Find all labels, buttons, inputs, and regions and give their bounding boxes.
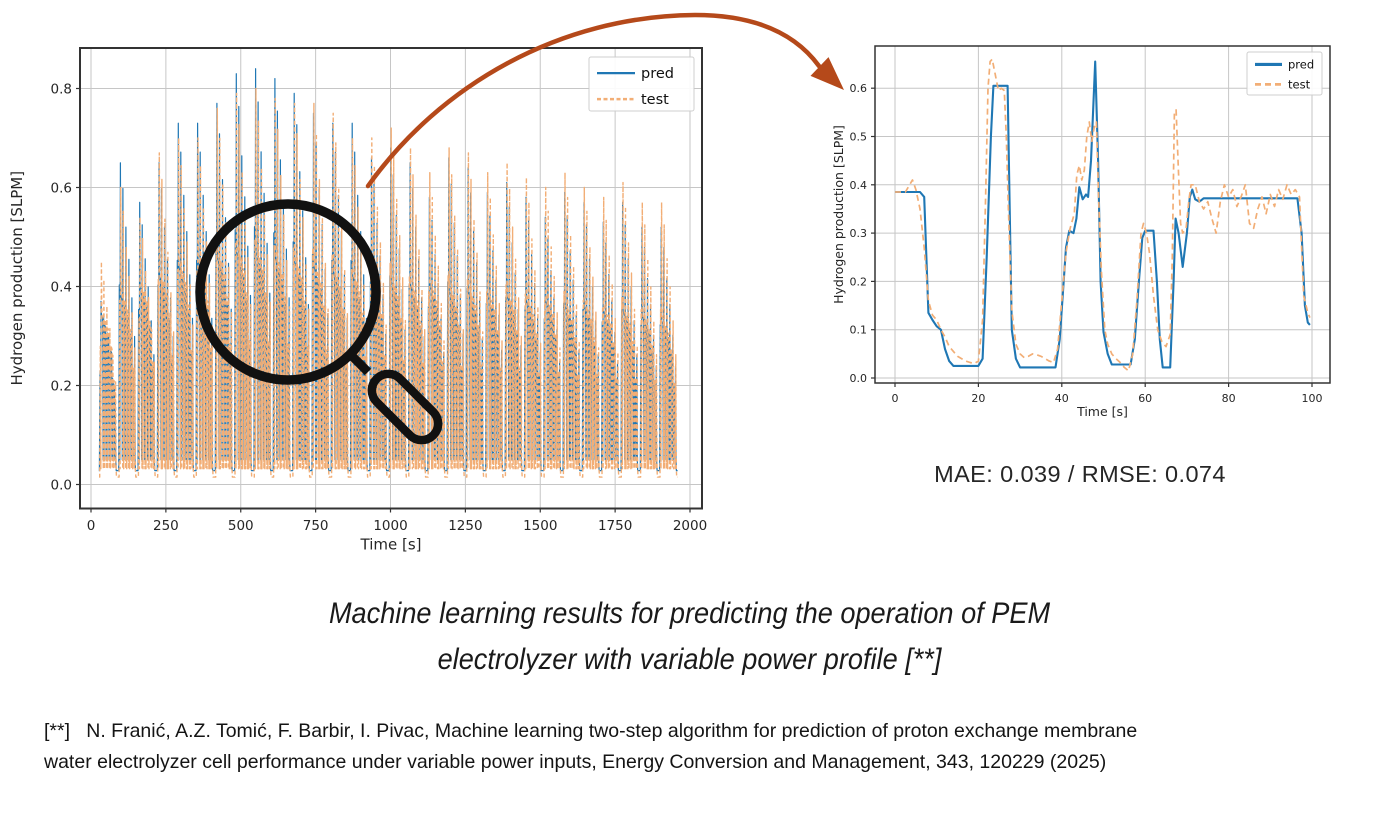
left-chart-xtick: 250: [153, 518, 179, 534]
right-chart-xlabel: Time [s]: [1076, 404, 1128, 419]
left-chart: 0 250 500 750 1000 1250 1500 1750 2000 0.0 0.2 0.4 0…: [8, 47, 708, 554]
left-chart-ytick: 0.2: [51, 378, 72, 394]
left-chart-ylabel: Hydrogen production [SLPM]: [8, 171, 26, 386]
magnifier-neck: [346, 350, 372, 376]
right-chart-xtick: 60: [1138, 392, 1152, 405]
left-chart-series-test: [98, 87, 678, 478]
left-chart-xtick: 0: [87, 518, 96, 534]
right-chart-xtick: 20: [971, 392, 985, 405]
left-chart-xtick: 1250: [448, 518, 482, 534]
right-chart-ytick: 0.0: [850, 372, 868, 385]
left-chart-ytick: 0.4: [51, 279, 72, 295]
left-chart-ytick: 0.0: [51, 477, 72, 493]
left-chart-legend-label-test: test: [641, 92, 669, 108]
figure-caption: Machine learning results for predicting …: [55, 591, 1324, 683]
left-chart-series-pred: [98, 68, 678, 472]
left-chart-xlabel: Time [s]: [360, 536, 422, 554]
right-chart-ytick: 0.5: [850, 130, 868, 143]
reference-line-1: [**] N. Franić, A.Z. Tomić, F. Barbir, I…: [44, 720, 1138, 742]
caption-line-1: Machine learning results for predicting …: [328, 597, 1051, 630]
right-chart-ytick: 0.2: [850, 275, 868, 288]
magnifier-icon: [195, 199, 443, 445]
right-chart-xtick: 100: [1302, 392, 1323, 405]
left-chart-xtick: 750: [303, 518, 329, 534]
left-chart-xtick: 1500: [523, 518, 557, 534]
left-chart-tick-labels: 0 250 500 750 1000 1250 1500 1750 2000 0.0 0.2 0.4 0…: [51, 81, 708, 534]
right-chart: 0 20 40 60 80 100 0.0 0.1 0.2 0.3 0.4 0.5 0.6 Time [s…: [831, 45, 1331, 419]
right-chart-xtick: 80: [1222, 392, 1236, 405]
zoom-arrow-curve: [365, 12, 822, 189]
zoom-arrow-icon: [365, 12, 844, 189]
caption-line-2: electrolyzer with variable power profile…: [437, 643, 942, 676]
left-chart-ytick: 0.6: [51, 180, 72, 196]
magnifier-handle: [367, 369, 443, 445]
right-chart-series-pred: [895, 60, 1311, 369]
right-chart-legend: pred test: [1246, 51, 1323, 96]
reference-text: [**] N. Franić, A.Z. Tomić, F. Barbir, I…: [44, 716, 1366, 777]
right-chart-series-test: [895, 58, 1311, 372]
right-chart-legend-label-pred: pred: [1288, 57, 1314, 71]
right-chart-legend-label-test: test: [1288, 77, 1311, 91]
right-chart-ylabel: Hydrogen production [SLPM]: [831, 125, 846, 304]
zoom-arrow-head: [810, 57, 844, 90]
left-chart-xtick: 500: [228, 518, 254, 534]
right-chart-ytick: 0.4: [850, 179, 868, 192]
right-chart-border: [874, 45, 1331, 384]
right-chart-ytick: 0.3: [850, 227, 868, 240]
left-chart-legend: pred test: [588, 56, 695, 112]
magnifier-lens: [195, 199, 381, 385]
left-chart-legend-label-pred: pred: [641, 66, 674, 82]
left-chart-xtick: 2000: [673, 518, 707, 534]
reference-line-2: water electrolyzer cell performance unde…: [44, 750, 1107, 773]
left-chart-xtick: 1750: [598, 518, 632, 534]
metrics-text: MAE: 0.039 / RMSE: 0.074: [934, 461, 1226, 487]
left-chart-ytick: 0.8: [51, 81, 72, 97]
left-chart-xtick: 1000: [373, 518, 407, 534]
annotations: [195, 12, 844, 445]
right-chart-ytick: 0.1: [850, 324, 868, 337]
right-chart-ytick: 0.6: [850, 82, 868, 95]
right-chart-xtick: 0: [892, 392, 899, 405]
right-chart-tick-labels: 0 20 40 60 80 100 0.0 0.1 0.2 0.3 0.4 0.5 0.6: [850, 82, 1323, 405]
right-chart-xtick: 40: [1055, 392, 1069, 405]
